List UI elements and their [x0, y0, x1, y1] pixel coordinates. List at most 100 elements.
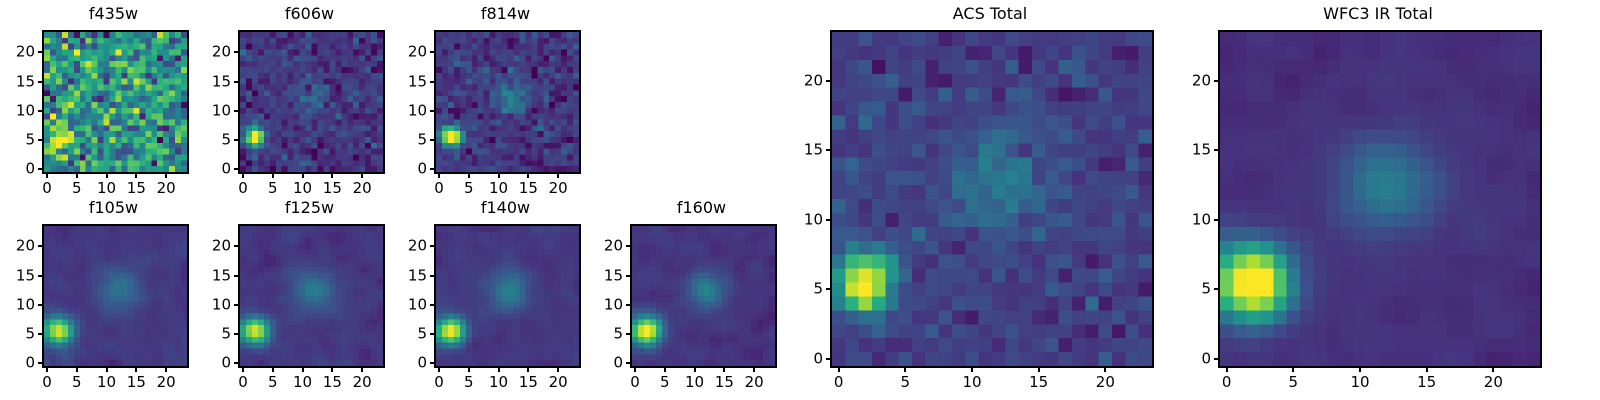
x-tick-mark — [165, 368, 168, 372]
x-tick-label: 5 — [71, 373, 82, 391]
heatmap-canvas — [632, 226, 775, 366]
x-tick-label: 20 — [548, 179, 568, 197]
y-tick-label: 10 — [15, 295, 35, 314]
y-tick-mark — [234, 362, 238, 365]
panel-title: f125w — [284, 198, 335, 218]
axes-acs-total: 0 5 10 15 20 0 5 10 15 20 — [804, 30, 1154, 390]
heatmap-canvas — [436, 226, 579, 366]
y-tick-label: 0 — [613, 353, 623, 372]
y-tick-label: 5 — [613, 324, 623, 343]
x-tick-label: 10 — [489, 373, 509, 391]
y-tick-mark — [1214, 288, 1218, 291]
y-tick-mark — [430, 80, 434, 83]
y-tick-label: 5 — [25, 324, 35, 343]
y-tick-label: 20 — [211, 236, 231, 255]
y-tick-mark — [1214, 79, 1218, 82]
x-tick-mark — [467, 368, 470, 372]
y-tick-label: 5 — [813, 279, 823, 298]
x-tick-label: 15 — [322, 373, 342, 391]
x-tick-mark — [361, 368, 364, 372]
y-tick-label: 15 — [15, 266, 35, 285]
y-tick-mark — [430, 303, 434, 306]
x-tick-mark — [497, 174, 500, 178]
x-tick-mark — [241, 174, 244, 178]
y-tick-mark — [430, 274, 434, 277]
panel-title: f435w — [88, 4, 139, 24]
x-tick-mark — [663, 368, 666, 372]
y-tick-mark — [1214, 358, 1218, 361]
x-tick-label: 10 — [97, 179, 117, 197]
heatmap-canvas — [44, 226, 187, 366]
panel-title: f160w — [676, 198, 727, 218]
y-tick-label: 15 — [603, 266, 623, 285]
y-tick-label: 0 — [221, 159, 231, 178]
panel-acs-total: ACS Total 0 5 10 15 20 0 5 10 15 20 — [804, 5, 1154, 390]
y-tick-mark — [626, 362, 630, 365]
x-tick-mark — [723, 368, 726, 372]
x-tick-label: 10 — [489, 179, 509, 197]
panel-title: f140w — [480, 198, 531, 218]
panel-f814w: f814w 0 5 10 15 20 0 5 10 15 20 — [408, 5, 581, 196]
y-tick-mark — [1214, 149, 1218, 152]
x-tick-label: 15 — [518, 373, 538, 391]
y-tick-mark — [234, 332, 238, 335]
panel-f105w: f105w 0 5 10 15 20 0 5 10 15 20 — [16, 199, 189, 390]
y-tick-label: 15 — [1191, 140, 1211, 159]
x-tick-mark — [1425, 368, 1428, 372]
y-tick-label: 5 — [1201, 279, 1211, 298]
x-tick-mark — [75, 368, 78, 372]
x-tick-mark — [527, 368, 530, 372]
y-tick-label: 10 — [15, 101, 35, 120]
x-tick-mark — [301, 174, 304, 178]
y-tick-label: 15 — [407, 266, 427, 285]
axes-f105w: 0 5 10 15 20 0 5 10 15 20 — [16, 224, 189, 390]
x-tick-mark — [527, 174, 530, 178]
y-tick-mark — [430, 168, 434, 171]
y-tick-label: 15 — [211, 266, 231, 285]
x-tick-label: 0 — [238, 179, 248, 197]
panel-title: ACS Total — [952, 4, 1028, 24]
panel-wfc3-ir-total: WFC3 IR Total 0 5 10 15 20 0 5 10 15 20 — [1192, 5, 1542, 390]
y-tick-label: 5 — [25, 130, 35, 149]
x-tick-mark — [105, 174, 108, 178]
x-tick-mark — [557, 368, 560, 372]
axes-wfc3-ir-total: 0 5 10 15 20 0 5 10 15 20 — [1192, 30, 1542, 390]
y-tick-mark — [430, 332, 434, 335]
heatmap-canvas — [240, 226, 383, 366]
y-tick-label: 10 — [407, 295, 427, 314]
panel-f140w: f140w 0 5 10 15 20 0 5 10 15 20 — [408, 199, 581, 390]
heatmap-canvas — [436, 32, 579, 172]
panel-title: WFC3 IR Total — [1323, 4, 1433, 24]
y-tick-mark — [1214, 218, 1218, 221]
x-tick-mark — [1292, 368, 1295, 372]
y-tick-mark — [38, 332, 42, 335]
x-tick-mark — [1492, 368, 1495, 372]
y-tick-label: 20 — [603, 236, 623, 255]
panel-f160w: f160w 0 5 10 15 20 0 5 10 15 20 — [604, 199, 777, 390]
x-tick-label: 20 — [744, 373, 764, 391]
y-tick-mark — [826, 79, 830, 82]
x-tick-mark — [301, 368, 304, 372]
x-tick-label: 0 — [42, 179, 52, 197]
x-tick-label: 0 — [42, 373, 52, 391]
x-tick-label: 15 — [126, 373, 146, 391]
y-tick-mark — [234, 51, 238, 54]
y-tick-mark — [234, 168, 238, 171]
y-tick-label: 15 — [15, 72, 35, 91]
x-tick-mark — [271, 174, 274, 178]
y-tick-label: 0 — [417, 353, 427, 372]
panel-title: f606w — [284, 4, 335, 24]
x-tick-label: 15 — [322, 179, 342, 197]
panel-title: f105w — [88, 198, 139, 218]
y-tick-mark — [826, 358, 830, 361]
x-tick-label: 10 — [685, 373, 705, 391]
y-tick-mark — [826, 149, 830, 152]
x-tick-label: 20 — [352, 179, 372, 197]
y-tick-mark — [38, 168, 42, 171]
x-tick-mark — [165, 174, 168, 178]
x-tick-mark — [331, 368, 334, 372]
x-tick-mark — [904, 368, 907, 372]
y-tick-mark — [430, 138, 434, 141]
y-tick-mark — [430, 51, 434, 54]
